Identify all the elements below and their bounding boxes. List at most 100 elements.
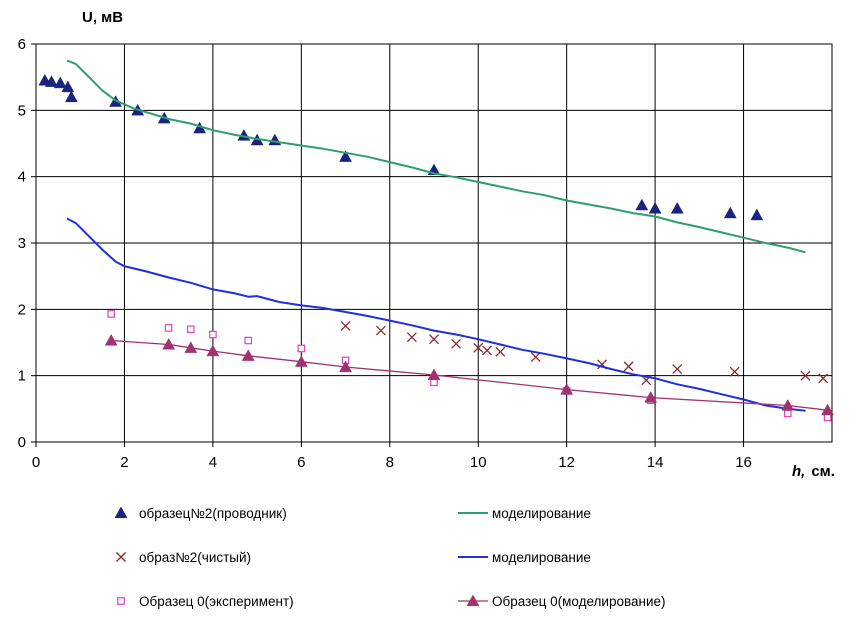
data-point [340, 320, 351, 331]
data-point [473, 342, 484, 353]
series-5 [104, 333, 835, 416]
data-point-stroke [473, 342, 484, 353]
data-point [339, 360, 352, 373]
x-tick-label: 2 [120, 454, 128, 471]
y-axis-ticks: 0 1 2 3 4 5 6 [18, 36, 36, 451]
x-tick-label: 14 [647, 454, 664, 471]
data-point-stroke [375, 325, 386, 336]
data-point [164, 324, 173, 332]
data-point [670, 201, 684, 214]
data-point [482, 345, 493, 356]
data-point [723, 206, 737, 219]
data-point [162, 337, 176, 350]
data-point [104, 333, 118, 346]
x-axis-title: h, см. [792, 463, 835, 480]
data-point-stroke [800, 370, 811, 381]
series-3 [66, 217, 806, 412]
data-point [781, 399, 795, 411]
data-point-stroke [729, 366, 740, 377]
legend-swatch-marker-stroke [116, 552, 126, 562]
y-axis-title: U, мВ [82, 9, 123, 26]
data-point [241, 349, 255, 361]
data-point-stroke [451, 338, 462, 349]
legend: образец№2(проводник) моделирование образ№2… [114, 506, 666, 609]
legend-swatch-marker [116, 552, 126, 562]
legend-label: моделирование [492, 550, 591, 565]
x-axis-title-unit: см. [811, 463, 835, 480]
data-point [53, 76, 67, 89]
data-point [244, 336, 253, 345]
data-point [209, 330, 217, 339]
legend-swatch-marker [114, 506, 128, 519]
data-point [823, 413, 832, 422]
data-point [783, 409, 792, 418]
legend-label: Образец 0(моделирование) [492, 594, 666, 609]
data-point [294, 355, 308, 367]
x-tick-label: 10 [470, 454, 487, 471]
data-point [375, 325, 386, 336]
data-point-stroke [482, 345, 493, 356]
x-tick-label: 8 [386, 454, 394, 471]
series-layer [38, 59, 835, 422]
x-axis-title-var: h, [792, 463, 805, 480]
data-point-stroke [623, 361, 634, 372]
data-point [818, 373, 829, 384]
data-point-stroke [530, 352, 541, 363]
x-tick-label: 16 [735, 454, 752, 471]
data-point-stroke [495, 346, 506, 357]
x-tick-label: 12 [558, 454, 575, 471]
y-tick-label: 4 [18, 169, 26, 186]
data-point [451, 338, 462, 349]
data-point [750, 208, 764, 221]
data-point [339, 150, 352, 162]
legend-item: моделирование [458, 550, 591, 565]
y-tick-label: 3 [18, 235, 26, 252]
data-point [45, 75, 58, 87]
y-tick-label: 5 [18, 102, 26, 119]
x-tick-label: 6 [297, 454, 305, 471]
data-point [729, 366, 740, 377]
data-point [821, 403, 835, 416]
y-tick-label: 2 [18, 301, 26, 318]
data-point [672, 364, 683, 374]
data-point [184, 341, 198, 353]
data-point [530, 352, 541, 363]
legend-label: Образец 0(эксперимент) [139, 594, 294, 609]
data-point [429, 334, 439, 345]
data-point [623, 361, 634, 372]
legend-item: моделирование [458, 506, 591, 521]
legend-item: Образец 0(эксперимент) [117, 594, 294, 609]
data-point-stroke [340, 320, 351, 331]
data-point [648, 201, 662, 214]
data-point-stroke [597, 359, 608, 370]
data-point [297, 344, 306, 353]
series-2 [340, 320, 829, 386]
y-tick-label: 1 [18, 368, 26, 385]
legend-label: образец№2(проводник) [139, 506, 287, 521]
legend-label: образ№2(чистый) [139, 550, 251, 565]
data-point-stroke [406, 332, 417, 343]
data-point [495, 346, 506, 357]
legend-swatch-marker [466, 594, 480, 607]
x-axis-ticks: 0 2 4 6 8 10 12 14 16 [32, 442, 752, 471]
data-point-stroke [672, 364, 683, 374]
series-1 [66, 59, 806, 254]
x-tick-label: 0 [32, 454, 40, 471]
y-tick-label: 6 [18, 36, 26, 53]
legend-item: образ№2(чистый) [116, 550, 251, 565]
data-point-stroke [818, 373, 829, 384]
data-point [430, 378, 438, 387]
series-line [111, 339, 828, 411]
y-tick-label: 0 [18, 434, 26, 451]
legend-item: образец№2(проводник) [114, 506, 287, 521]
data-point [107, 310, 115, 318]
data-point [268, 133, 282, 146]
data-point [427, 368, 441, 381]
legend-swatch-marker [117, 597, 125, 605]
series-4 [107, 310, 832, 422]
data-point-stroke [429, 334, 439, 345]
data-point [64, 90, 78, 103]
data-point [644, 391, 658, 403]
